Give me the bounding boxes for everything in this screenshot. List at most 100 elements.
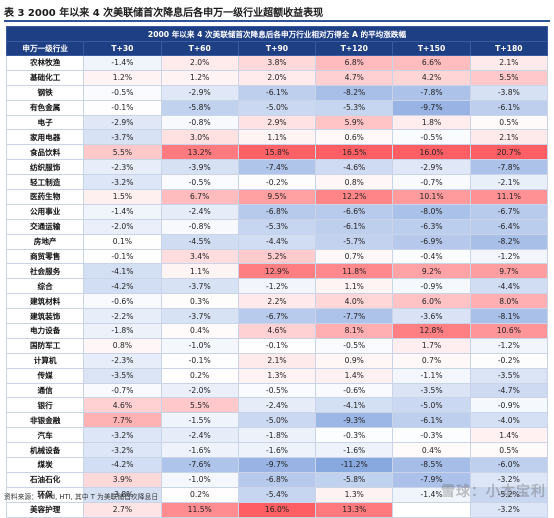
return-cell: -7.7% [315,308,394,325]
return-cell: -3.7% [160,278,239,295]
return-cell: -6.6% [315,203,394,220]
return-cell: -0.5% [315,337,394,354]
return-cell: 4.2% [392,69,471,86]
industry-name: 传媒 [5,367,85,384]
table-row: 房地产 0.1% -4.5% -4.4% -5.7% -6.9% -8.2% [5,233,549,250]
table-header-row: 申万一级行业 T+30 T+60 T+90 T+120 T+150 T+180 [5,41,549,56]
table-row: 有色金属 -0.1% -5.8% -5.0% -5.3% -9.7% -6.1% [5,99,549,116]
return-cell: 2.1% [237,352,317,369]
return-cell: 4.6% [83,397,162,414]
return-cell: 0.3% [160,293,239,310]
industry-name: 食品饮料 [5,144,85,161]
return-cell [392,501,471,518]
watermark: 雪球：小本宝利 [441,484,546,500]
return-cell: -1.5% [160,412,239,429]
return-cell: -4.2% [83,278,162,295]
return-cell: -2.3% [83,352,162,369]
return-cell: -3.8% [469,84,549,101]
return-cell: -3.2% [83,174,162,191]
header-industry: 申万一级行业 [5,41,85,56]
industry-name: 农林牧渔 [5,55,85,71]
return-cell: -11.2% [315,457,394,473]
table-row: 通信 -0.7% -2.0% -0.5% -0.6% -3.5% -4.7% [5,382,549,399]
industry-name: 综合 [5,278,85,295]
return-cell: -1.8% [83,323,162,339]
return-cell: -9.3% [315,412,394,429]
caption-rule [4,20,550,22]
return-cell: -0.5% [392,129,471,146]
industry-name: 汽车 [5,427,85,444]
table-row: 钢铁 -0.5% -2.9% -6.1% -8.2% -7.8% -3.8% [5,84,549,101]
return-cell: -6.8% [237,203,317,220]
return-cell: -9.7% [392,99,471,116]
return-cell: 11.5% [160,501,239,518]
table-row: 非银金融 7.7% -1.5% -5.0% -9.3% -6.1% -4.0% [5,412,549,429]
return-cell: -4.2% [83,457,162,473]
return-cell: -7.9% [392,471,471,488]
industry-name: 建筑材料 [5,293,85,310]
industry-name: 轻工制造 [5,174,85,191]
return-cell: -4.5% [160,233,239,250]
return-cell: -2.3% [83,159,162,176]
return-cell: -2.4% [237,397,317,414]
return-cell: 2.7% [83,501,162,518]
header-t150: T+150 [392,41,471,56]
return-cell: -1.4% [83,55,162,71]
return-cell: -1.2% [469,337,549,354]
return-cell: 1.8% [392,114,471,131]
return-cell: -4.4% [469,278,549,295]
table-row: 电子 -2.9% -0.8% 2.9% 5.9% 1.8% 0.5% [5,114,549,131]
return-cell: 8.1% [315,323,394,339]
return-cell: -0.1% [237,337,317,354]
return-cell: -5.0% [237,412,317,429]
return-cell: -2.9% [83,114,162,131]
table-title-row: 2000 年以来 4 次美联储首次降息后各申万行业相对万得全 A 的平均涨跌幅 [6,26,548,42]
industry-name: 通信 [5,382,85,399]
industry-name: 计算机 [5,352,85,369]
return-cell: 6.7% [160,189,239,205]
return-cell: 0.1% [83,233,162,250]
return-cell: 12.2% [315,189,394,205]
return-cell: -6.7% [237,308,317,325]
return-cell: -6.1% [315,218,394,235]
return-cell: 1.4% [469,427,549,444]
return-cell: -3.2% [83,427,162,444]
return-cell: -1.2% [469,248,549,265]
return-cell: -3.6% [392,308,471,325]
industry-name: 公用事业 [5,203,85,220]
return-cell: -3.5% [469,367,549,384]
return-cell: -0.1% [83,99,162,116]
table-row: 医药生物 1.5% 6.7% 9.5% 12.2% 10.1% 11.1% [5,189,549,205]
return-cell: 13.2% [160,144,239,161]
table-body: 农林牧渔 -1.4% 2.0% 3.8% 6.8% 6.6% 2.1% 基础化工 1.2% 1.2… [5,55,549,518]
return-cell: 16.0% [392,144,471,161]
return-cell: 10.1% [392,189,471,205]
table-row: 建筑材料 -0.6% 0.3% 2.2% 4.0% 6.0% 8.0% [5,293,549,310]
return-cell: -0.6% [315,382,394,399]
table-row: 纺织服饰 -2.3% -3.9% -7.4% -4.6% -2.9% -7.8% [5,159,549,176]
return-cell: -0.4% [392,248,471,265]
industry-name: 石油石化 [5,471,85,488]
return-cell: -8.2% [469,233,549,250]
return-cell: -0.5% [237,382,317,399]
return-cell: -7.6% [160,457,239,473]
return-cell: 0.6% [315,129,394,146]
return-cell: -0.5% [160,174,239,191]
header-t60: T+60 [160,41,239,56]
return-cell: -1.4% [83,203,162,220]
return-cell: -8.1% [469,308,549,325]
return-cell: -0.1% [83,248,162,265]
return-cell: 1.3% [237,367,317,384]
return-cell: -0.3% [315,427,394,444]
table-row: 建筑装饰 -2.2% -3.7% -6.7% -7.7% -3.6% -8.1% [5,308,549,325]
return-cell: -4.1% [83,263,162,280]
return-cell: 2.1% [469,129,549,146]
return-cell: 6.6% [392,55,471,71]
return-cell: -2.4% [160,427,239,444]
return-cell: 6.8% [315,55,394,71]
return-cell: -1.4% [392,486,471,503]
return-cell: 9.7% [469,263,549,280]
header-t120: T+120 [315,41,394,56]
table-row: 社会服务 -4.1% 1.1% 12.9% 11.8% 9.2% 9.7% [5,263,549,280]
return-cell: -2.4% [160,203,239,220]
